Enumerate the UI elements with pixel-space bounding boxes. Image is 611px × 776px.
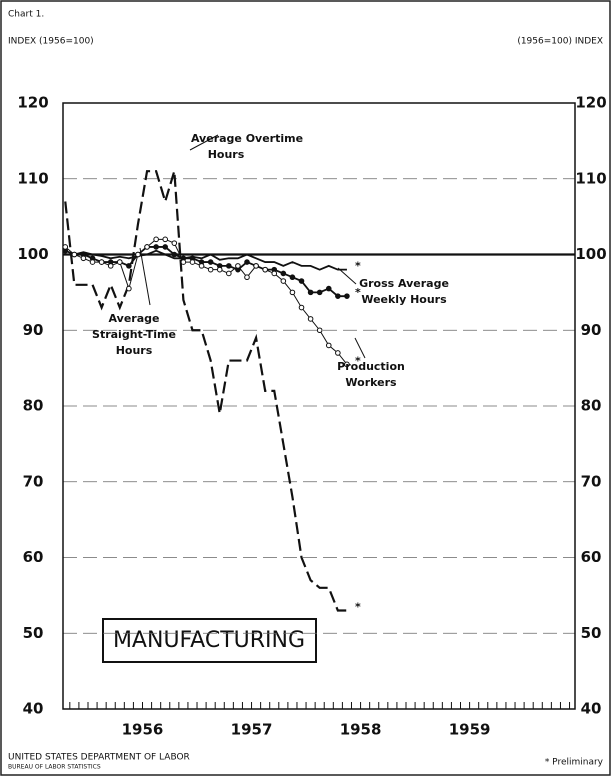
point: [244, 274, 250, 281]
point: [280, 278, 287, 284]
point: [344, 361, 350, 368]
point: [107, 263, 114, 269]
point: [344, 293, 350, 299]
y2-tick-label: 120: [575, 94, 606, 112]
point: [162, 236, 169, 243]
x-tick-label: 1957: [231, 721, 273, 739]
point: [135, 251, 141, 258]
point: [335, 293, 341, 299]
title-box: [102, 618, 317, 663]
point: [153, 236, 159, 243]
chart-title: MANUFACTURING: [113, 628, 305, 653]
footnote: * Preliminary: [545, 758, 604, 768]
y-label-left: INDEX (1956=100): [8, 37, 94, 47]
x-tick-label: 1959: [449, 721, 491, 739]
point: [80, 255, 87, 262]
y2-tick-label: 60: [581, 548, 602, 566]
point: [262, 266, 268, 273]
series-label: Gross Average: [359, 277, 449, 290]
point: [235, 263, 241, 269]
series-label: Weekly Hours: [361, 293, 447, 306]
point: [325, 342, 332, 349]
series-line: [65, 249, 347, 271]
point: [307, 289, 314, 296]
point: [316, 289, 323, 296]
point: [325, 285, 332, 292]
end-mark: *: [355, 260, 361, 273]
point: [207, 259, 214, 265]
y2-tick-label: 40: [581, 700, 602, 718]
footer-1: UNITED STATES DEPARTMENT OF LABOR: [8, 753, 190, 763]
end-mark: *: [355, 286, 361, 299]
point: [153, 244, 159, 250]
end-mark: *: [355, 601, 361, 614]
y-label-right: (1956=100) INDEX: [517, 37, 603, 47]
point: [298, 304, 305, 311]
x-tick-label: 1956: [122, 721, 164, 739]
series-label: Production: [337, 360, 405, 373]
label-pointer: [139, 247, 151, 306]
point: [126, 285, 132, 292]
x-tick-label: 1958: [340, 721, 382, 739]
series-label: Average: [109, 312, 160, 325]
series-label: Hours: [116, 344, 153, 357]
y2-tick-label: 110: [575, 169, 606, 187]
y2-tick-label: 100: [575, 245, 606, 263]
series-line: [64, 170, 347, 612]
y-tick-label: 60: [23, 548, 44, 566]
y-tick-label: 70: [23, 472, 44, 490]
point: [98, 259, 105, 265]
point: [316, 327, 323, 334]
point: [198, 263, 205, 269]
point: [207, 266, 214, 273]
point: [216, 266, 223, 273]
y-tick-label: 100: [17, 245, 48, 263]
point: [307, 316, 314, 322]
point: [144, 244, 150, 250]
y-tick-label: 120: [17, 94, 48, 112]
point: [289, 289, 296, 296]
y2-tick-label: 90: [581, 321, 602, 339]
y2-tick-label: 80: [581, 397, 602, 415]
point: [116, 259, 123, 265]
series-label: Hours: [208, 148, 245, 161]
y-tick-label: 90: [23, 321, 44, 339]
point: [62, 244, 69, 250]
plot-frame: [62, 102, 576, 710]
series-label: Straight-Time: [92, 328, 176, 341]
end-mark: *: [355, 354, 361, 367]
chart-label: Chart 1.: [8, 10, 44, 20]
point: [171, 251, 178, 258]
label-pointer: [337, 267, 357, 285]
y-tick-label: 40: [23, 700, 44, 718]
label-pointer: [354, 337, 366, 359]
point: [226, 270, 232, 277]
label-pointer: [189, 134, 219, 151]
point: [335, 350, 341, 356]
y-tick-label: 50: [23, 624, 44, 642]
point: [171, 240, 178, 246]
point: [289, 274, 296, 281]
point: [244, 259, 250, 265]
point: [162, 244, 169, 250]
footer-2: BUREAU OF LABOR STATISTICS: [8, 764, 101, 771]
y-tick-label: 110: [17, 169, 48, 187]
point: [180, 259, 187, 265]
y2-tick-label: 70: [581, 472, 602, 490]
point: [126, 263, 132, 269]
point: [71, 251, 78, 258]
y-tick-label: 80: [23, 397, 44, 415]
point: [271, 270, 278, 277]
point: [226, 263, 232, 269]
point: [189, 259, 196, 265]
series-label: Average Overtime: [191, 132, 303, 145]
point: [298, 278, 305, 284]
series-label: Workers: [345, 376, 397, 389]
point: [89, 259, 96, 265]
point: [253, 263, 259, 269]
point: [280, 270, 287, 277]
y2-tick-label: 50: [581, 624, 602, 642]
